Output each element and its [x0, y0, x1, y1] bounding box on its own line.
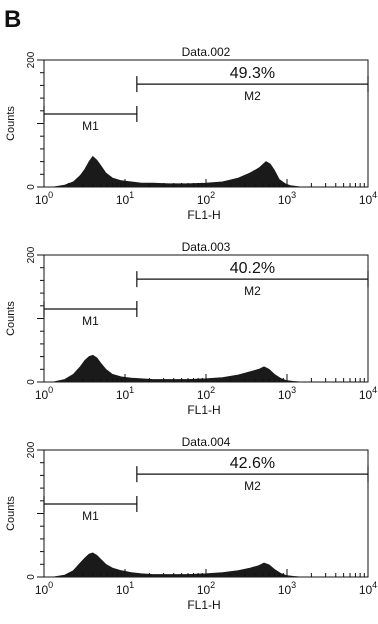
y-tick-label: 200 — [26, 51, 37, 68]
x-axis-label: FL1-H — [187, 403, 220, 417]
chart-svg: Data.002 100 101 102 103 104 0 200 Counts FL1-H M1… — [5, 45, 377, 222]
x-tick-label: 100 — [35, 385, 53, 402]
x-tick-label: 102 — [197, 580, 215, 597]
y-tick-label: 0 — [26, 379, 37, 385]
x-axis-label: FL1-H — [187, 208, 220, 222]
marker-m1-label: M1 — [82, 119, 99, 133]
percentage-label: 40.2% — [230, 260, 275, 277]
x-tick-label: 103 — [278, 190, 296, 207]
chart-title: Data.004 — [182, 435, 231, 449]
x-tick-label: 100 — [35, 190, 53, 207]
histogram-area — [44, 354, 302, 383]
histogram-data-004: Data.004 100 101 102 103 104 0 200 Counts FL1-H M1… — [0, 430, 378, 624]
x-tick-label: 101 — [116, 385, 134, 402]
marker-m2-label: M2 — [244, 89, 261, 103]
x-tick-label: 101 — [116, 580, 134, 597]
chart-svg: Data.003 100 101 102 103 104 0 200 Counts FL1-H M1… — [5, 240, 377, 417]
y-axis-label: Counts — [5, 106, 17, 141]
x-tick-label: 104 — [359, 190, 377, 207]
percentage-label: 49.3% — [230, 65, 275, 82]
histogram-data-003: Data.003 100 101 102 103 104 0 200 Counts FL1-H M1… — [0, 235, 378, 429]
x-tick-label: 100 — [35, 580, 53, 597]
histogram-data-002: Data.002 100 101 102 103 104 0 200 Counts FL1-H M1… — [0, 40, 378, 234]
marker-m1-label: M1 — [82, 314, 99, 328]
x-tick-label: 104 — [359, 580, 377, 597]
percentage-label: 42.6% — [230, 455, 275, 472]
marker-m2-label: M2 — [244, 284, 261, 298]
y-tick-label: 200 — [26, 441, 37, 458]
panel-letter: B — [4, 6, 22, 33]
histogram-area — [44, 155, 302, 188]
chart-svg: Data.004 100 101 102 103 104 0 200 Counts FL1-H M1… — [5, 435, 377, 612]
y-tick-label: 0 — [26, 184, 37, 190]
y-tick-label: 200 — [26, 246, 37, 263]
x-tick-label: 102 — [197, 190, 215, 207]
x-tick-label: 101 — [116, 190, 134, 207]
chart-title: Data.003 — [182, 240, 231, 254]
x-tick-label: 102 — [197, 385, 215, 402]
marker-m2-label: M2 — [244, 479, 261, 493]
x-axis-label: FL1-H — [187, 598, 220, 612]
y-axis-label: Counts — [5, 301, 17, 336]
x-tick-label: 103 — [278, 385, 296, 402]
marker-m1-label: M1 — [82, 509, 99, 523]
y-axis-label: Counts — [5, 496, 17, 531]
x-tick-label: 104 — [359, 385, 377, 402]
chart-title: Data.002 — [182, 45, 231, 59]
y-tick-label: 0 — [26, 574, 37, 580]
histogram-area — [44, 552, 302, 578]
x-tick-label: 103 — [278, 580, 296, 597]
